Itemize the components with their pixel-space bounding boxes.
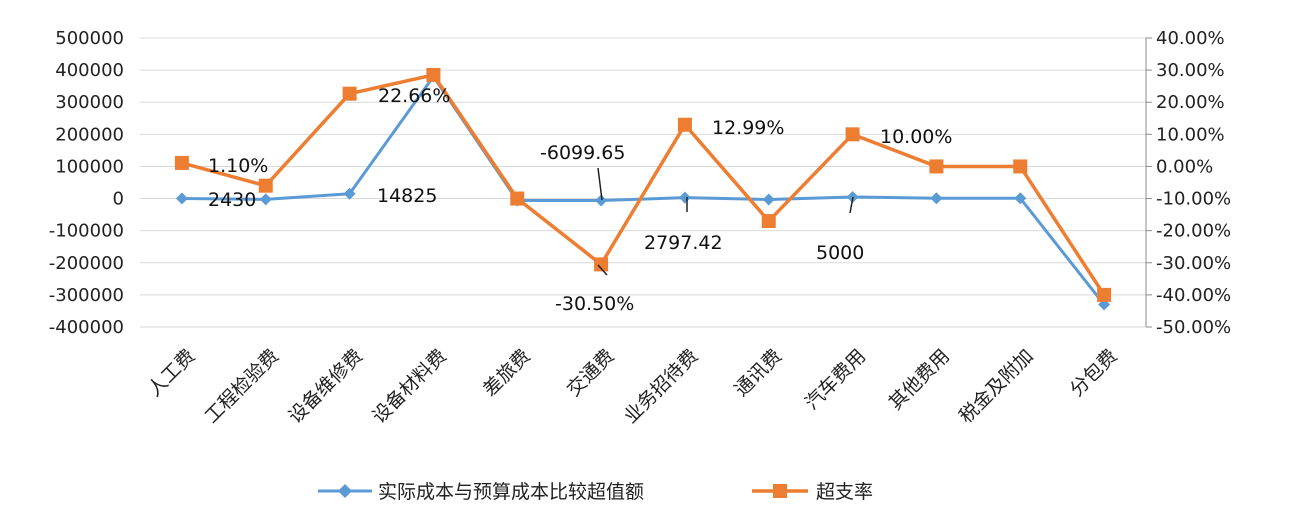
data-label: 1.10% xyxy=(208,155,268,177)
right-axis-ticks: 40.00% 30.00% 20.00% 10.00% 0.00% -10.00% -20.… xyxy=(1146,28,1231,338)
data-label: 2797.42 xyxy=(644,232,723,254)
series-point xyxy=(1014,192,1027,205)
right-tick-label: 20.00% xyxy=(1156,92,1225,113)
series-point xyxy=(594,257,609,272)
series-point xyxy=(174,155,189,170)
series-point xyxy=(259,193,272,206)
series-line xyxy=(181,73,1106,296)
data-label: 5000 xyxy=(816,242,864,264)
series-point xyxy=(595,194,608,207)
left-tick-label: -200000 xyxy=(49,253,124,274)
gridlines xyxy=(140,37,1146,328)
left-tick-label: 400000 xyxy=(55,60,124,81)
data-label: 22.66% xyxy=(378,85,450,107)
series-point xyxy=(678,191,691,204)
legend-marker xyxy=(338,484,352,498)
right-tick-label: -50.00% xyxy=(1156,317,1231,338)
series-point xyxy=(1097,287,1112,302)
legend-label: 超支率 xyxy=(816,481,873,503)
left-tick-label: 300000 xyxy=(55,92,124,113)
data-label: 2430 xyxy=(208,189,256,211)
category-label: 汽车费用 xyxy=(801,345,870,414)
legend-marker xyxy=(773,484,787,498)
data-labels: 1.10% 2430 22.66% 14825 -6099.65 12.99% 10.00%… xyxy=(208,85,952,315)
series-point xyxy=(1013,159,1028,174)
left-tick-label: 500000 xyxy=(55,28,124,49)
category-label: 设备维修费 xyxy=(284,345,367,428)
category-label: 设备材料费 xyxy=(368,345,451,428)
series-point xyxy=(761,214,776,229)
series-point xyxy=(677,117,692,132)
right-tick-label: -40.00% xyxy=(1156,285,1231,306)
series-group xyxy=(174,67,1112,311)
right-tick-label: 40.00% xyxy=(1156,28,1225,49)
right-tick-label: 0.00% xyxy=(1156,156,1213,177)
right-tick-label: -20.00% xyxy=(1156,221,1231,242)
right-tick-label: -10.00% xyxy=(1156,189,1231,210)
legend: 实际成本与预算成本比较超值额 超支率 xyxy=(318,481,873,503)
series-point xyxy=(510,191,525,206)
series-point xyxy=(343,187,356,200)
leader-line xyxy=(597,264,608,276)
series-point xyxy=(929,159,944,174)
series-point xyxy=(845,127,860,142)
category-label: 通讯费 xyxy=(730,345,786,401)
leader-line xyxy=(849,196,854,214)
category-label: 业务招待费 xyxy=(620,345,703,428)
category-label: 差旅费 xyxy=(479,345,535,401)
series-point xyxy=(930,192,943,205)
right-tick-label: 30.00% xyxy=(1156,60,1225,81)
category-label: 其他费用 xyxy=(885,345,954,414)
data-label: -6099.65 xyxy=(540,142,625,164)
left-tick-label: -100000 xyxy=(49,221,124,242)
category-label: 交通费 xyxy=(563,345,619,401)
category-label: 税金及附加 xyxy=(955,345,1038,428)
legend-label: 实际成本与预算成本比较超值额 xyxy=(378,481,644,503)
series-point xyxy=(426,67,441,82)
data-label: 12.99% xyxy=(712,117,784,139)
left-tick-label: 0 xyxy=(113,189,124,210)
left-tick-label: -400000 xyxy=(49,317,124,338)
left-tick-label: -300000 xyxy=(49,285,124,306)
series-point xyxy=(342,86,357,101)
series-point xyxy=(175,192,188,205)
data-label: 10.00% xyxy=(880,126,952,148)
left-axis-ticks: 500000 400000 300000 200000 100000 0 -100000 -2… xyxy=(49,28,124,338)
left-tick-label: 200000 xyxy=(55,124,124,145)
leader-line xyxy=(597,167,603,201)
right-tick-label: 10.00% xyxy=(1156,124,1225,145)
category-label: 人工费 xyxy=(144,345,200,401)
series-point xyxy=(762,193,775,206)
leader-lines xyxy=(597,167,854,276)
category-labels: 人工费 工程检验费 设备维修费 设备材料费 差旅费 交通费 业务招待费 通讯费 汽车费用 其他费用… xyxy=(144,345,1122,428)
data-label: -30.50% xyxy=(555,293,634,315)
left-tick-label: 100000 xyxy=(55,156,124,177)
category-label: 分包费 xyxy=(1066,345,1122,401)
right-tick-label: -30.00% xyxy=(1156,253,1231,274)
data-label: 14825 xyxy=(377,185,437,207)
category-label: 工程检验费 xyxy=(201,345,284,428)
series-line xyxy=(181,75,1106,306)
series-point xyxy=(258,178,273,193)
